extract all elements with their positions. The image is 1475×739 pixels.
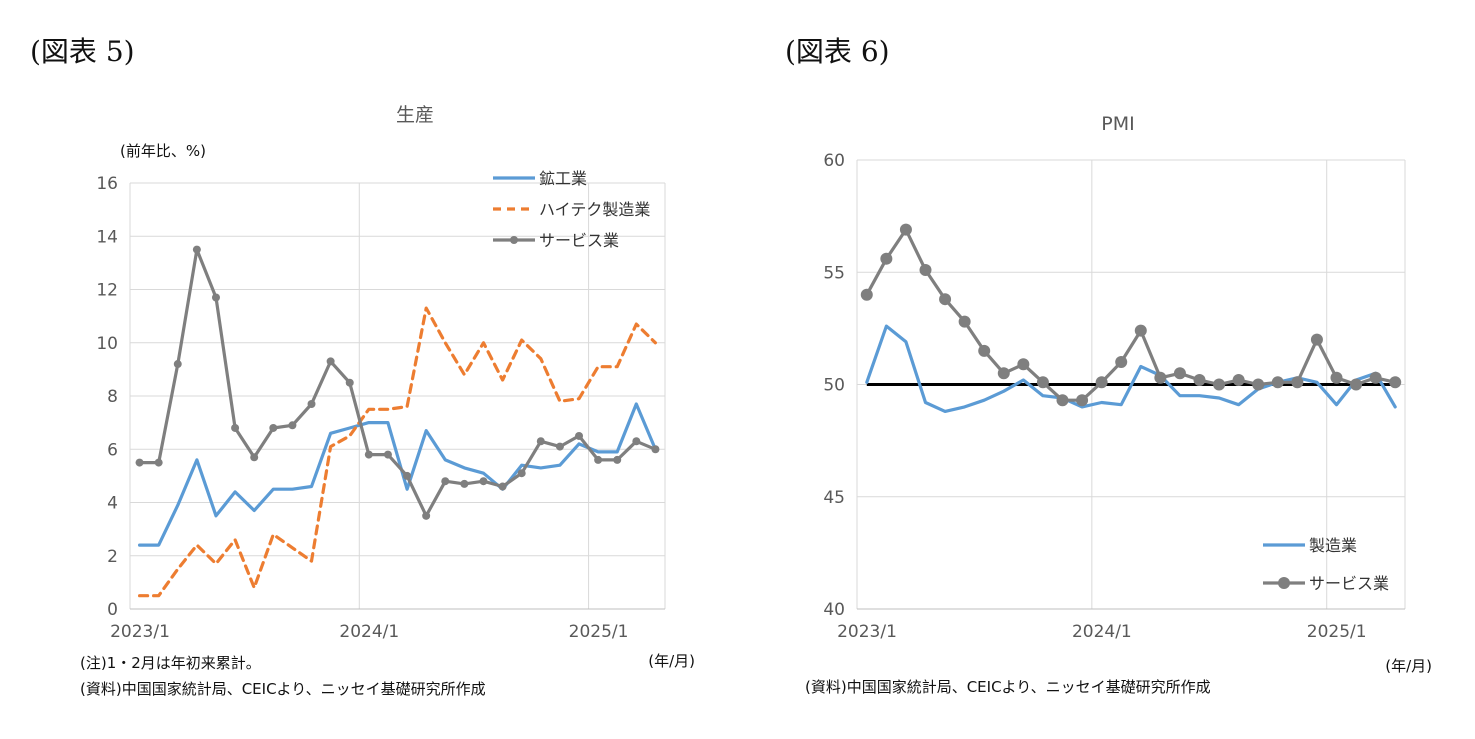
x-tick-label: 2024/1 [339, 622, 399, 642]
data-point [1291, 376, 1304, 389]
x-tick-label: 2023/1 [110, 622, 170, 642]
data-point [575, 431, 584, 440]
data-point [978, 344, 991, 357]
data-point [250, 453, 259, 462]
legend-marker [1278, 577, 1290, 589]
y-tick-label: 55 [823, 263, 845, 283]
legend-marker [510, 236, 518, 244]
data-point [1252, 378, 1265, 391]
legend-label: 製造業 [1309, 536, 1357, 555]
x-tick-label: 2025/1 [1307, 622, 1367, 642]
y-tick-label: 0 [107, 600, 118, 620]
legend-label: ハイテク製造業 [539, 200, 650, 219]
data-point [1350, 378, 1363, 391]
x-tick-label: 2023/1 [837, 622, 897, 642]
data-point [479, 477, 488, 486]
y-tick-label: 6 [107, 440, 118, 460]
data-point [211, 293, 220, 302]
data-point [173, 360, 182, 369]
y-axis-label: (前年比、%) [120, 142, 206, 160]
data-point [1213, 378, 1226, 391]
y-tick-label: 45 [823, 488, 845, 508]
data-point [860, 288, 873, 301]
data-point [1330, 371, 1343, 384]
y-tick-label: 2 [107, 547, 118, 567]
y-tick-label: 12 [96, 281, 118, 301]
data-point [1173, 367, 1186, 380]
y-tick-label: 14 [96, 227, 118, 247]
legend-label: 鉱工業 [539, 169, 587, 188]
data-point [231, 423, 240, 432]
figure-label-6: (図表 6) [785, 35, 890, 68]
legend-label: サービス業 [539, 231, 619, 250]
data-point [269, 423, 278, 432]
data-point [594, 455, 603, 464]
y-tick-label: 60 [823, 151, 845, 171]
data-point [1369, 371, 1382, 384]
y-tick-label: 40 [823, 600, 845, 620]
data-point [632, 437, 641, 446]
data-point [939, 293, 952, 306]
footnote-source-left: (資料)中国国家統計局、CEICより、ニッセイ基礎研究所作成 [80, 680, 486, 698]
footnote-source-right: (資料)中国国家統計局、CEICより、ニッセイ基礎研究所作成 [805, 678, 1211, 696]
y-tick-label: 16 [96, 174, 118, 194]
data-point [288, 421, 297, 430]
y-tick-label: 10 [96, 334, 118, 354]
data-point [498, 482, 507, 491]
data-point [919, 264, 932, 277]
data-point [154, 458, 163, 467]
chart-title: PMI [1101, 113, 1134, 135]
data-point [517, 469, 526, 478]
data-point [1095, 376, 1108, 389]
data-point [1154, 371, 1167, 384]
y-tick-label: 8 [107, 387, 118, 407]
data-point [364, 450, 373, 459]
data-point [997, 367, 1010, 380]
data-point [536, 437, 545, 446]
data-point [460, 479, 469, 488]
y-tick-label: 50 [823, 376, 845, 396]
data-point [192, 245, 201, 254]
data-point [651, 445, 660, 454]
data-point [1036, 376, 1049, 389]
x-tick-label: 2024/1 [1072, 622, 1132, 642]
data-point [307, 399, 316, 408]
figure-label-5: (図表 5) [30, 35, 135, 68]
data-point [383, 450, 392, 459]
data-point [880, 252, 893, 265]
data-point [422, 511, 431, 520]
data-point [958, 315, 971, 328]
data-point [613, 455, 622, 464]
data-point [1193, 374, 1206, 387]
data-point [1389, 376, 1402, 389]
x-axis-label: (年/月) [1385, 657, 1432, 675]
data-point [326, 357, 335, 366]
series-line-0 [865, 324, 1397, 413]
data-point [555, 442, 564, 451]
data-point [441, 477, 450, 486]
data-point [1017, 358, 1030, 371]
series-line-0 [138, 402, 658, 547]
data-point [899, 223, 912, 236]
series-line-1 [865, 228, 1397, 402]
data-point [1056, 394, 1069, 407]
y-tick-label: 4 [107, 494, 118, 514]
data-point [135, 458, 144, 467]
data-point [1134, 324, 1147, 337]
data-point [403, 471, 412, 480]
series-line-2 [138, 248, 658, 518]
data-point [1076, 394, 1089, 407]
series-line-1 [138, 306, 658, 598]
footnote-note: (注)1・2月は年初来累計。 [80, 654, 261, 672]
data-point [1115, 356, 1128, 369]
x-axis-label: (年/月) [648, 652, 695, 670]
data-point [345, 378, 354, 387]
data-point [1310, 333, 1323, 346]
data-point [1232, 374, 1245, 387]
data-point [1271, 376, 1284, 389]
legend-label: サービス業 [1309, 574, 1389, 593]
chart-title: 生産 [396, 104, 434, 126]
x-tick-label: 2025/1 [569, 622, 629, 642]
